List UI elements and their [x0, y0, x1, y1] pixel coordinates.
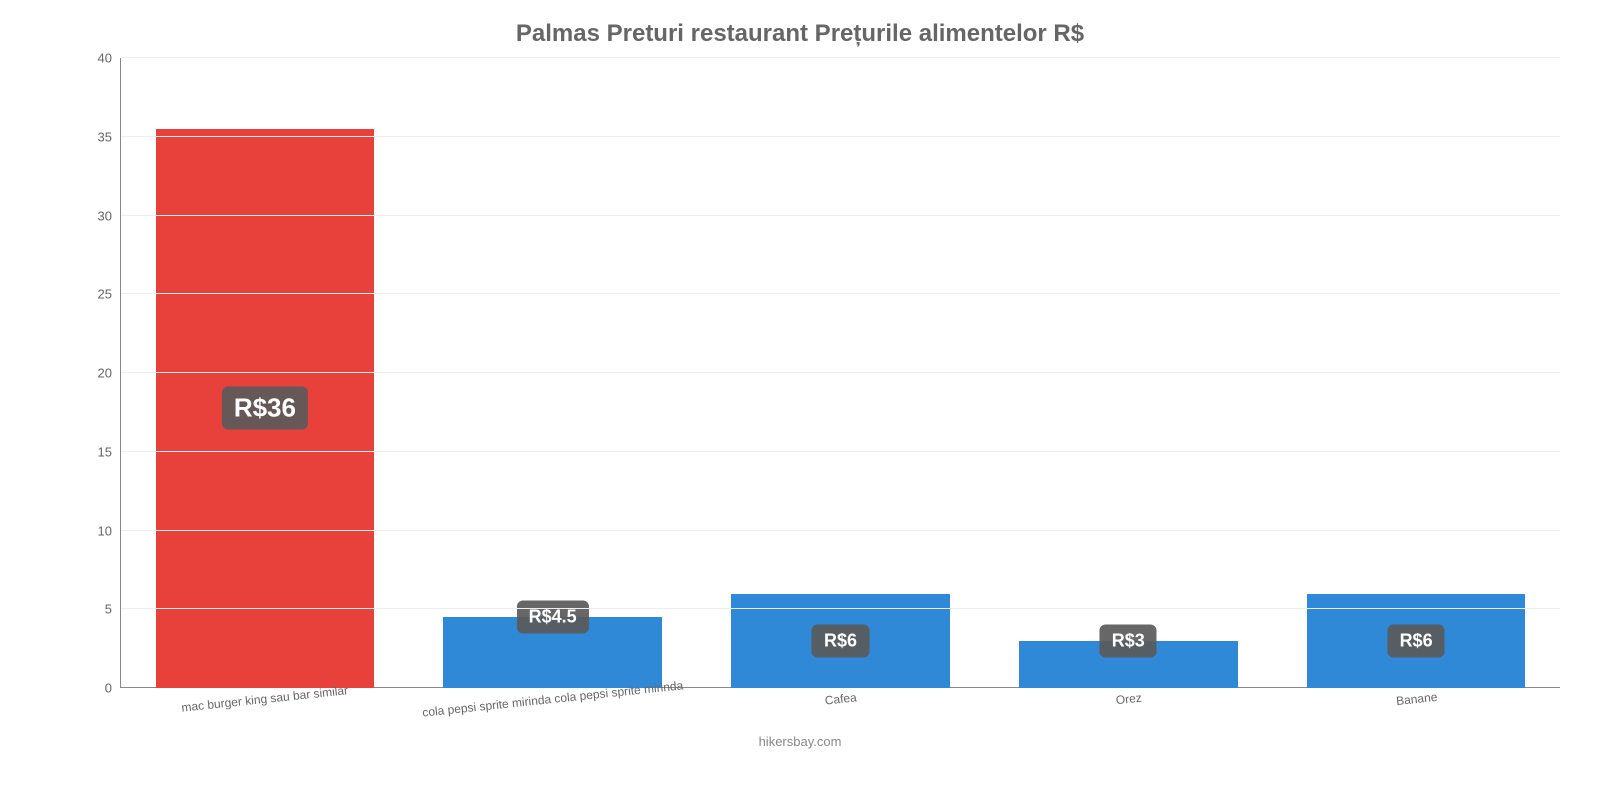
bar-slot: R$4.5 [409, 58, 697, 688]
x-tick-label: mac burger king sau bar similar [181, 683, 349, 714]
x-tick-label: Banane [1395, 690, 1438, 708]
bar-slot: R$3 [984, 58, 1272, 688]
x-tick-label: Cafea [824, 690, 857, 707]
y-tick-label: 5 [52, 602, 112, 617]
x-tick-label-slot: Cafea [696, 688, 984, 728]
gridline [121, 215, 1560, 216]
y-tick-label: 0 [52, 681, 112, 696]
y-tick-label: 25 [52, 287, 112, 302]
y-tick-label: 20 [52, 366, 112, 381]
x-tick-label-slot: Banane [1272, 688, 1560, 728]
y-tick-label: 35 [52, 129, 112, 144]
y-tick-label: 10 [52, 523, 112, 538]
bar-value-label: R$6 [812, 624, 869, 657]
y-tick-label: 40 [52, 51, 112, 66]
x-axis: mac burger king sau bar similarcola peps… [120, 688, 1560, 728]
plot-area: R$36 R$4.5 R$6 R$3 R$6 [120, 58, 1560, 688]
y-tick-label: 30 [52, 208, 112, 223]
gridline [121, 57, 1560, 58]
bar-value-label: R$36 [222, 387, 308, 430]
plot-outer: 0510152025303540 R$36R$4.5R$6R$3R$6 [40, 58, 1560, 688]
chart-footer: hikersbay.com [40, 734, 1560, 749]
x-tick-label-slot: cola pepsi sprite mirinda cola pepsi spr… [408, 688, 696, 728]
chart-title: Palmas Preturi restaurant Prețurile alim… [40, 20, 1560, 48]
bar-slot: R$6 [1272, 58, 1560, 688]
bar-value-label: R$3 [1100, 624, 1157, 657]
bar: R$3 [1019, 641, 1238, 688]
bar-value-label: R$6 [1388, 624, 1445, 657]
x-tick-label-slot: Orez [984, 688, 1272, 728]
x-tick-label: Orez [1115, 691, 1142, 708]
bar-value-label: R$4.5 [517, 601, 589, 634]
gridline [121, 608, 1560, 609]
bar-slot: R$36 [121, 58, 409, 688]
gridline [121, 293, 1560, 294]
y-axis: 0510152025303540 [40, 58, 120, 688]
bar: R$36 [156, 129, 375, 688]
x-tick-label-slot: mac burger king sau bar similar [120, 688, 408, 728]
bar-slot: R$6 [697, 58, 985, 688]
chart-container: Palmas Preturi restaurant Prețurile alim… [0, 0, 1600, 800]
gridline [121, 451, 1560, 452]
bar: R$4.5 [443, 617, 662, 688]
y-tick-label: 15 [52, 444, 112, 459]
gridline [121, 136, 1560, 137]
gridline [121, 530, 1560, 531]
bars-group: R$36 R$4.5 R$6 R$3 R$6 [121, 58, 1560, 688]
gridline [121, 372, 1560, 373]
